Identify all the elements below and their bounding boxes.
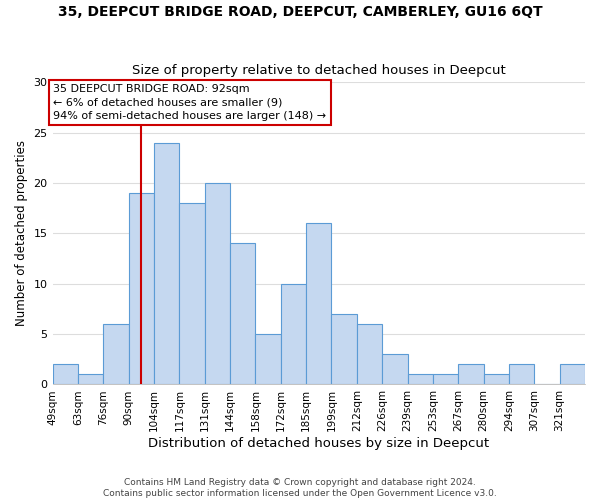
Text: 35 DEEPCUT BRIDGE ROAD: 92sqm
← 6% of detached houses are smaller (9)
94% of sem: 35 DEEPCUT BRIDGE ROAD: 92sqm ← 6% of de… bbox=[53, 84, 326, 120]
Bar bbox=[128, 193, 154, 384]
Bar bbox=[230, 244, 256, 384]
Y-axis label: Number of detached properties: Number of detached properties bbox=[15, 140, 28, 326]
Bar bbox=[179, 203, 205, 384]
Bar bbox=[458, 364, 484, 384]
Bar bbox=[306, 224, 331, 384]
Bar bbox=[509, 364, 534, 384]
Bar bbox=[154, 143, 179, 384]
Bar bbox=[103, 324, 128, 384]
Bar bbox=[560, 364, 585, 384]
Text: 35, DEEPCUT BRIDGE ROAD, DEEPCUT, CAMBERLEY, GU16 6QT: 35, DEEPCUT BRIDGE ROAD, DEEPCUT, CAMBER… bbox=[58, 5, 542, 19]
Bar bbox=[281, 284, 306, 384]
Bar bbox=[484, 374, 509, 384]
Bar bbox=[256, 334, 281, 384]
Bar bbox=[407, 374, 433, 384]
Bar bbox=[331, 314, 357, 384]
Bar bbox=[382, 354, 407, 384]
Bar bbox=[78, 374, 103, 384]
Bar bbox=[53, 364, 78, 384]
Title: Size of property relative to detached houses in Deepcut: Size of property relative to detached ho… bbox=[132, 64, 506, 77]
Text: Contains HM Land Registry data © Crown copyright and database right 2024.
Contai: Contains HM Land Registry data © Crown c… bbox=[103, 478, 497, 498]
Bar bbox=[357, 324, 382, 384]
Bar bbox=[433, 374, 458, 384]
X-axis label: Distribution of detached houses by size in Deepcut: Distribution of detached houses by size … bbox=[148, 437, 490, 450]
Bar bbox=[205, 183, 230, 384]
